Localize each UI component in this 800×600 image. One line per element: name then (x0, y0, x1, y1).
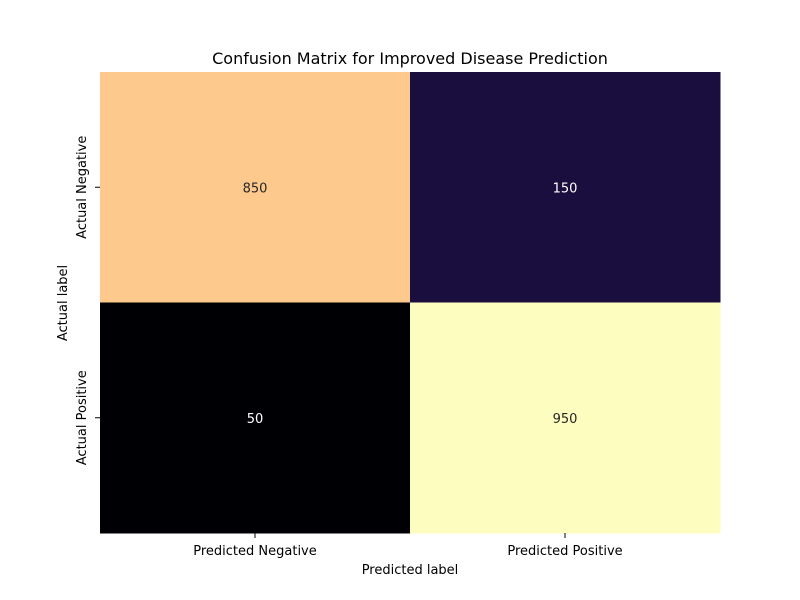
heatmap-cell-r1-c0 (100, 302, 411, 534)
y-axis-label: Actual label (56, 265, 71, 341)
x-tick-label-1: Predicted Positive (507, 544, 622, 559)
cell-value-label-r0-c0: 850 (243, 181, 268, 196)
cell-value-label-r0-c1: 150 (553, 181, 578, 196)
y-tick-label-0: Actual Negative (75, 136, 90, 239)
heatmap-cell-r0-c0 (100, 72, 411, 303)
heatmap-cells: 850 150 50 950 (100, 72, 721, 534)
cell-value-label-r1-c0: 50 (247, 412, 264, 427)
x-tick-label-0: Predicted Negative (193, 544, 317, 559)
chart-title: Confusion Matrix for Improved Disease Pr… (212, 49, 608, 68)
x-axis-label: Predicted label (362, 563, 459, 578)
heatmap-cell-r1-c1 (410, 302, 721, 534)
cell-value-label-r1-c1: 950 (553, 412, 578, 427)
y-tick-label-1: Actual Positive (75, 370, 90, 465)
axis-ticks: Predicted Negative Predicted Positive Actu… (75, 136, 623, 559)
heatmap-cell-r0-c1 (410, 72, 721, 303)
